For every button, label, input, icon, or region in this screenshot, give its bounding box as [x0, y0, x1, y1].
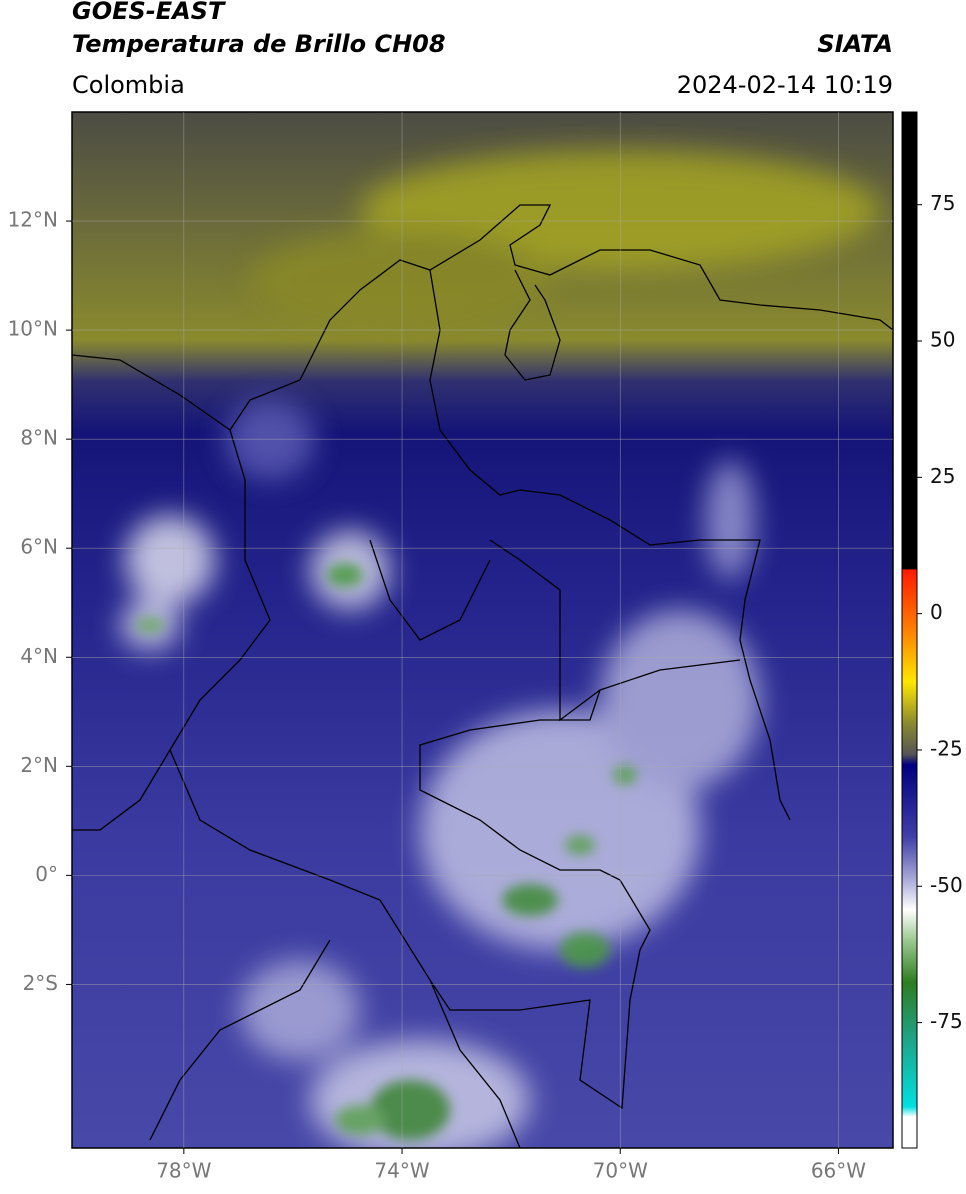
colorbar: [901, 111, 918, 1149]
y-tick-label: 2°S: [23, 971, 58, 995]
map-frame: [71, 111, 894, 1149]
y-tick-label: 4°N: [20, 644, 58, 668]
region: Colombia: [72, 71, 185, 99]
colorbar-tick-label: -75: [930, 1009, 963, 1033]
x-tick-label: 66°W: [811, 1159, 866, 1183]
y-tick-label: 2°N: [20, 753, 58, 777]
borders: [72, 204, 893, 1148]
timestamp: 2024-02-14 10:19: [677, 71, 893, 99]
colorbar-tick-label: 50: [930, 328, 955, 352]
y-tick-label: 6°N: [20, 535, 58, 559]
y-tick-label: 8°N: [20, 426, 58, 450]
x-tick-label: 70°W: [593, 1159, 648, 1183]
title: GOES-EAST: [72, 0, 226, 25]
colorbar-tick-label: -50: [930, 873, 963, 897]
y-tick-label: 0°: [35, 862, 58, 886]
y-tick-label: 10°N: [8, 317, 58, 341]
x-tick-label: 74°W: [374, 1159, 429, 1183]
source: SIATA: [817, 30, 893, 58]
satellite-image: [72, 112, 893, 1148]
colorbar-tick-label: 75: [930, 191, 955, 215]
colorbar-tick-label: 0: [930, 600, 943, 624]
x-tick-label: 78°W: [156, 1159, 211, 1183]
y-tick-label: 12°N: [8, 208, 58, 232]
colorbar-tick-label: -25: [930, 736, 963, 760]
subtitle: Temperatura de Brillo CH08: [72, 30, 446, 58]
colorbar-tick-label: 25: [930, 464, 955, 488]
